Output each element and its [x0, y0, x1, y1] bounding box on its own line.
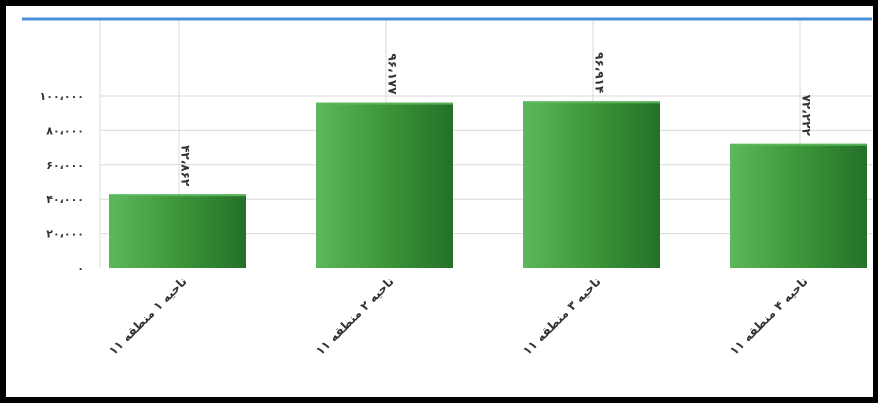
- bar-top-highlight: [316, 102, 453, 105]
- y-tick-label: ۰: [77, 262, 84, 275]
- category-label: ناحیه ۱ منطقه ۱۱: [106, 274, 190, 358]
- bar-value-label: ۹۶،۱۷۷: [386, 53, 400, 95]
- y-tick-label: ۶۰،۰۰۰: [46, 159, 84, 172]
- bar-value-label: ۷۲،۲۲۲: [800, 95, 814, 137]
- bar: [730, 143, 867, 268]
- bar-value-label: ۴۲،۸۶۲: [179, 145, 193, 187]
- category-label: ناحیه ۲ منطقه ۱۱: [313, 274, 397, 358]
- category-labels: ناحیه ۱ منطقه ۱۱ ناحیه ۲ منطقه ۱۱ ناحیه ۳ …: [106, 274, 811, 358]
- y-tick-label: ۲۰،۰۰۰: [46, 228, 84, 241]
- y-tick-label: ۸۰،۰۰۰: [46, 124, 84, 137]
- y-tick-label: ۴۰،۰۰۰: [46, 193, 84, 206]
- bar: [316, 102, 453, 268]
- bar: [523, 101, 660, 268]
- category-label: ناحیه ۳ منطقه ۱۱: [520, 274, 604, 358]
- category-label: ناحیه ۴ منطقه ۱۱: [727, 274, 811, 358]
- bars: [109, 101, 867, 268]
- y-axis-ticks: ۰ ۲۰،۰۰۰ ۴۰،۰۰۰ ۶۰،۰۰۰ ۸۰،۰۰۰ ۱۰۰،۰۰۰: [40, 90, 84, 275]
- bar-top-highlight: [109, 194, 246, 197]
- bar-top-highlight: [730, 143, 867, 146]
- data-labels: ۴۲،۸۶۲ ۹۶،۱۷۷ ۹۶،۹۱۴ ۷۲،۲۲۲: [179, 52, 814, 187]
- bar-value-label: ۹۶،۹۱۴: [593, 52, 607, 93]
- y-tick-label: ۱۰۰،۰۰۰: [40, 90, 84, 103]
- bar: [109, 194, 246, 268]
- bar-top-highlight: [523, 101, 660, 104]
